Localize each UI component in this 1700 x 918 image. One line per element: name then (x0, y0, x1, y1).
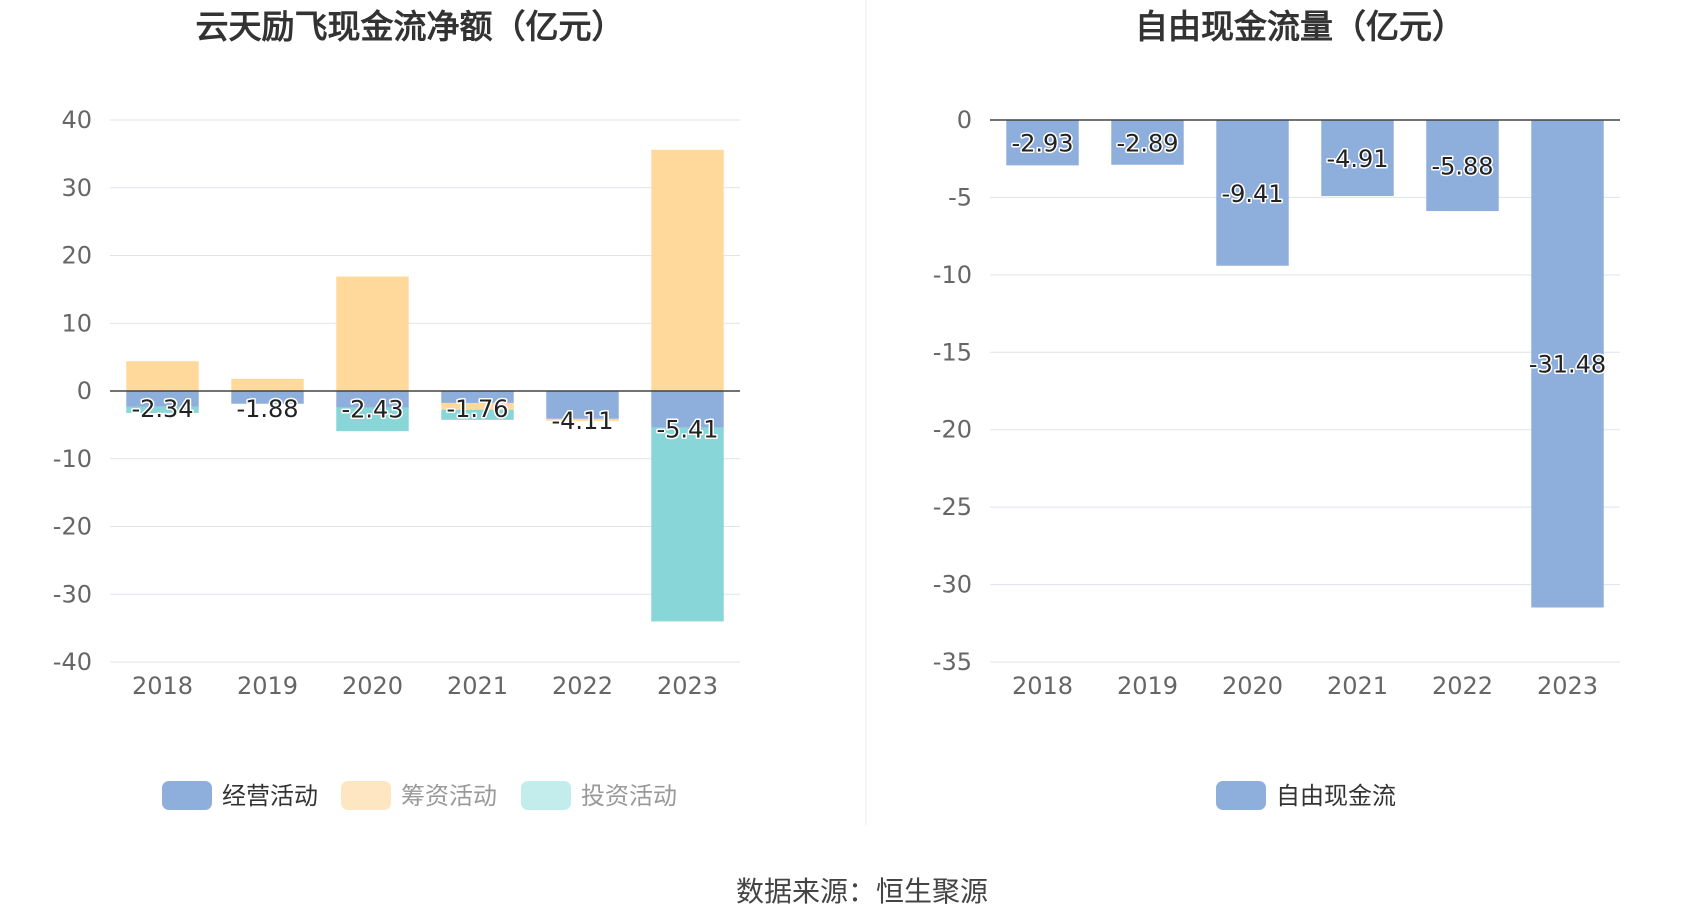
y-tick-label: -15 (933, 338, 972, 366)
right-bars (1006, 120, 1604, 608)
y-tick-label: -35 (933, 648, 972, 676)
x-tick-label: 2018 (132, 672, 193, 700)
y-tick-label: -10 (53, 445, 92, 473)
y-tick-label: -10 (933, 261, 972, 289)
data-label: -5.41 (656, 416, 718, 444)
left-x-axis: 2018 2019 2020 2021 2022 2023 (132, 672, 718, 700)
left-bars (126, 149, 724, 622)
left-legend: 经营活动 筹资活动 投资活动 (162, 781, 677, 810)
data-label: -2.93 (1011, 130, 1073, 158)
y-tick-label: 20 (61, 242, 92, 270)
data-label: -1.88 (236, 395, 298, 423)
bar-2020-s0 (1216, 120, 1289, 266)
y-tick-label: -40 (53, 648, 92, 676)
bar-2021-s0 (1321, 120, 1394, 197)
left-data-labels: -2.34 -1.88 -2.43 -1.76 -4.11 -5.41 (130, 394, 720, 446)
legend-item-investing[interactable]: 投资活动 (521, 781, 677, 810)
y-tick-label: -30 (933, 571, 972, 599)
x-tick-label: 2020 (342, 672, 403, 700)
right-chart: 自由现金流量（亿元） 0-5-10-15-20-25-30-35 -2.93 -2… (933, 7, 1620, 810)
data-label: -4.11 (551, 407, 613, 435)
bar-2018-s1 (126, 361, 199, 391)
legend-label-investing: 投资活动 (581, 782, 677, 810)
y-tick-label: -20 (53, 513, 92, 541)
left-chart: 云天励飞现金流净额（亿元） 40 30 20 10 0 -10 -20 -30 -40 -2.3… (53, 7, 740, 810)
left-gridlines (110, 119, 740, 663)
y-tick-label: -5 (948, 183, 972, 211)
bar-2018-s2 (126, 406, 199, 413)
right-x-axis: 2018 2019 2020 2021 2022 2023 (1012, 672, 1598, 700)
data-label: -2.89 (1116, 129, 1178, 157)
bar-2019-s1 (231, 378, 304, 391)
y-tick-label: 10 (61, 309, 92, 337)
bar-2020-s0 (336, 391, 409, 408)
data-label: -1.76 (446, 395, 508, 423)
legend-item-free-cash-flow[interactable]: 自由现金流 (1216, 781, 1396, 810)
data-label: -5.88 (1431, 153, 1493, 181)
right-y-axis: 0 -5 -10 -15 -20 -25 -30 -35 (933, 106, 972, 676)
x-tick-label: 2023 (657, 672, 718, 700)
right-chart-title: 自由现金流量（亿元） (1135, 7, 1465, 46)
x-tick-label: 2022 (552, 672, 613, 700)
bar-2020-s1 (336, 276, 409, 391)
legend-swatch-financing (341, 781, 391, 810)
x-tick-label: 2022 (1432, 672, 1493, 700)
legend-swatch-investing (521, 781, 571, 810)
data-label: -31.48 (1529, 351, 1606, 379)
legend-label-free-cash-flow: 自由现金流 (1276, 782, 1396, 810)
y-tick-label: 0 (77, 377, 92, 405)
right-data-labels: -2.93 -2.89 -9.41 -4.91 -5.88 -31.48 (1010, 128, 1608, 380)
bar-2021-s2 (441, 409, 514, 420)
x-tick-label: 2021 (1327, 672, 1388, 700)
x-tick-label: 2019 (237, 672, 298, 700)
left-y-axis: 40 30 20 10 0 -10 -20 -30 -40 (53, 106, 92, 676)
legend-item-operating[interactable]: 经营活动 (162, 781, 318, 810)
left-chart-title: 云天励飞现金流净额（亿元） (196, 7, 625, 46)
x-tick-label: 2023 (1537, 672, 1598, 700)
bar-2023-s0 (651, 391, 724, 428)
y-tick-label: 40 (61, 106, 92, 134)
right-gridlines (990, 196, 1620, 663)
x-tick-label: 2018 (1012, 672, 1073, 700)
bar-2022-s0 (1426, 120, 1499, 212)
y-tick-label: 30 (61, 174, 92, 202)
data-label: -4.91 (1326, 145, 1388, 173)
legend-swatch-operating (162, 781, 212, 810)
bar-2019-s0 (1111, 120, 1184, 165)
source-note: 数据来源：恒生聚源 (736, 875, 988, 908)
legend-label-operating: 经营活动 (222, 782, 318, 810)
bar-2022-s0 (546, 391, 619, 419)
bar-2021-s0 (441, 391, 514, 403)
y-tick-label: -20 (933, 416, 972, 444)
x-tick-label: 2021 (447, 672, 508, 700)
bar-2019-s0 (231, 391, 304, 404)
data-label: -2.34 (131, 395, 193, 423)
bar-2020-s2 (336, 407, 409, 432)
bar-2018-s0 (126, 391, 199, 407)
bar-2022-s1 (546, 418, 619, 421)
legend-item-financing[interactable]: 筹资活动 (341, 781, 497, 810)
right-legend: 自由现金流 (1216, 781, 1396, 810)
bar-2023-s1 (651, 149, 724, 391)
bar-2023-s2 (651, 427, 724, 622)
y-tick-label: -25 (933, 493, 972, 521)
legend-swatch-free-cash-flow (1216, 781, 1266, 810)
x-tick-label: 2019 (1117, 672, 1178, 700)
y-tick-label: 0 (957, 106, 972, 134)
bar-2021-s1 (441, 402, 514, 410)
bar-2018-s0 (1006, 120, 1079, 166)
data-label: -2.43 (341, 395, 403, 423)
bar-2023-s0 (1531, 120, 1604, 608)
y-tick-label: -30 (53, 580, 92, 608)
legend-label-financing: 筹资活动 (401, 782, 497, 810)
x-tick-label: 2020 (1222, 672, 1283, 700)
data-label: -9.41 (1221, 180, 1283, 208)
